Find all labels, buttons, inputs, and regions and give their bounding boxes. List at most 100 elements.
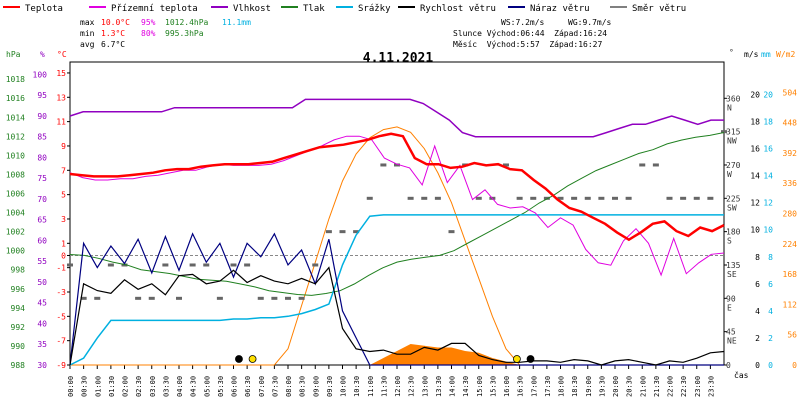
rain-tick-label: 10: [763, 226, 773, 235]
legend-item-temperature: Teplota: [3, 4, 63, 14]
wind-direction-point: [448, 230, 455, 234]
humidity-axis-title: %: [40, 50, 45, 59]
pressure-tick-label: 994: [11, 304, 26, 313]
wind-direction-point: [298, 296, 305, 300]
rain-tick-label: 16: [763, 145, 773, 154]
legend-item-wind-speed: Rychlost větru: [398, 4, 496, 14]
humidity-tick-label: 75: [37, 174, 47, 183]
wind-direction-point: [325, 230, 332, 234]
pressure-line: [69, 132, 725, 296]
time-tick-label: 08:00: [285, 376, 293, 397]
wind-direction-point: [148, 296, 155, 300]
stats-min-hum: 80%: [141, 29, 156, 38]
direction-tick-label: 45: [726, 328, 736, 337]
wind-direction-point: [135, 296, 142, 300]
humidity-tick-label: 35: [37, 340, 47, 349]
rain-tick-label: 20: [763, 90, 773, 99]
direction-compass-label: W: [727, 170, 732, 179]
rain-tick-label: 18: [763, 118, 773, 127]
legend-item-rain: Srážky: [336, 4, 391, 14]
rain-tick-label: 2: [768, 334, 773, 343]
humidity-tick-label: 40: [37, 319, 47, 328]
time-tick-label: 13:30: [435, 376, 443, 397]
direction-tick-label: 315: [726, 128, 741, 137]
time-tick-label: 17:00: [530, 376, 538, 397]
wind-direction-point: [366, 196, 373, 200]
stats-max-rain: 11.1mm: [222, 18, 251, 27]
wind-gust-line: [69, 232, 724, 366]
solar-tick-label: 392: [783, 149, 798, 158]
legend: Teplota Přízemní teplota Vlhkost Tlak Sr…: [3, 4, 686, 14]
solar-axis-title: W/m2: [776, 50, 795, 59]
humidity-tick-label: 70: [37, 195, 47, 204]
time-tick-label: 04:00: [176, 376, 184, 397]
humidity-tick-label: 65: [37, 216, 47, 225]
direction-tick-label: 270: [726, 161, 741, 170]
direction-compass-label: NE: [727, 337, 737, 346]
legend-item-ground-temperature: Přízemní teplota: [89, 4, 198, 14]
wind-direction-point: [598, 196, 605, 200]
temp-tick-label: -7: [56, 337, 66, 346]
time-tick-label: 05:30: [217, 376, 225, 397]
axis-ticks: 00:00 00:30 01:00 01:30 02:00 02:30 03:00 03:30…: [6, 69, 797, 397]
time-tick-label: 15:30: [489, 376, 497, 397]
stats-min-label: min: [80, 29, 95, 38]
time-tick-label: 13:00: [421, 376, 429, 397]
time-tick-label: 11:00: [367, 376, 375, 397]
temp-tick-label: 5: [61, 191, 66, 200]
pressure-tick-label: 990: [11, 342, 26, 351]
legend-label-temperature: Teplota: [25, 4, 63, 14]
direction-compass-label: SW: [727, 203, 737, 212]
wind-direction-point: [639, 163, 646, 167]
stats-wind-speed: WS:7.2m/s: [501, 18, 545, 27]
rain-tick-label: 4: [768, 307, 773, 316]
speed-tick-label: 16: [750, 145, 760, 154]
stats-moon-times: Měsíc Východ:5:57 Západ:16:27: [453, 40, 602, 49]
time-tick-label: 11:30: [380, 376, 388, 397]
humidity-tick-label: 45: [37, 299, 47, 308]
legend-label-wind-speed: Rychlost větru: [420, 4, 496, 14]
pressure-tick-label: 988: [11, 361, 26, 370]
direction-tick-label: 90: [726, 294, 736, 303]
direction-tick-label: 225: [726, 194, 741, 203]
time-tick-label: 04:30: [190, 376, 198, 397]
direction-compass-label: N: [727, 103, 732, 112]
sun-marker: [513, 355, 521, 363]
speed-tick-label: 18: [750, 118, 760, 127]
wind-direction-point: [312, 263, 319, 267]
legend-item-humidity: Vlhkost: [211, 4, 271, 14]
astro-markers: [235, 355, 535, 363]
wind-direction-point: [244, 263, 251, 267]
wind-direction-point: [666, 196, 673, 200]
pressure-tick-label: 998: [11, 266, 26, 275]
time-tick-label: 21:30: [653, 376, 661, 397]
direction-compass-label: NW: [727, 137, 737, 146]
direction-compass-label: SE: [727, 270, 737, 279]
wind-direction-point: [693, 196, 700, 200]
solar-tick-label: 112: [783, 300, 798, 309]
wind-direction-point: [625, 196, 632, 200]
wind-direction-point: [230, 263, 237, 267]
wind-direction-point: [421, 196, 428, 200]
solar-tick-label: 56: [787, 331, 797, 340]
wind-direction-point: [503, 163, 509, 167]
time-tick-label: 00:30: [81, 376, 89, 397]
chart-title: 4.11.2021: [363, 51, 434, 66]
temp-tick-label: 3: [61, 215, 66, 224]
pressure-tick-label: 1018: [6, 75, 25, 84]
legend-item-wind-direction: Směr větru: [610, 4, 686, 14]
legend-item-wind-gust: Náraz větru: [508, 4, 590, 14]
speed-tick-label: 4: [755, 307, 760, 316]
time-tick-label: 12:00: [394, 376, 402, 397]
rain-tick-label: 8: [768, 253, 773, 262]
solar-tick-label: 336: [783, 179, 798, 188]
solar-tick-label: 448: [783, 119, 798, 128]
direction-tick-label: 0: [726, 361, 731, 370]
legend-label-humidity: Vlhkost: [233, 4, 271, 14]
wind-direction-point: [203, 263, 210, 267]
humidity-tick-label: 55: [37, 257, 47, 266]
temp-tick-label: 15: [56, 69, 66, 78]
wind-direction-point: [80, 296, 87, 300]
stats-min-temp: 1.3°C: [101, 29, 125, 38]
direction-compass-label: E: [727, 303, 732, 312]
